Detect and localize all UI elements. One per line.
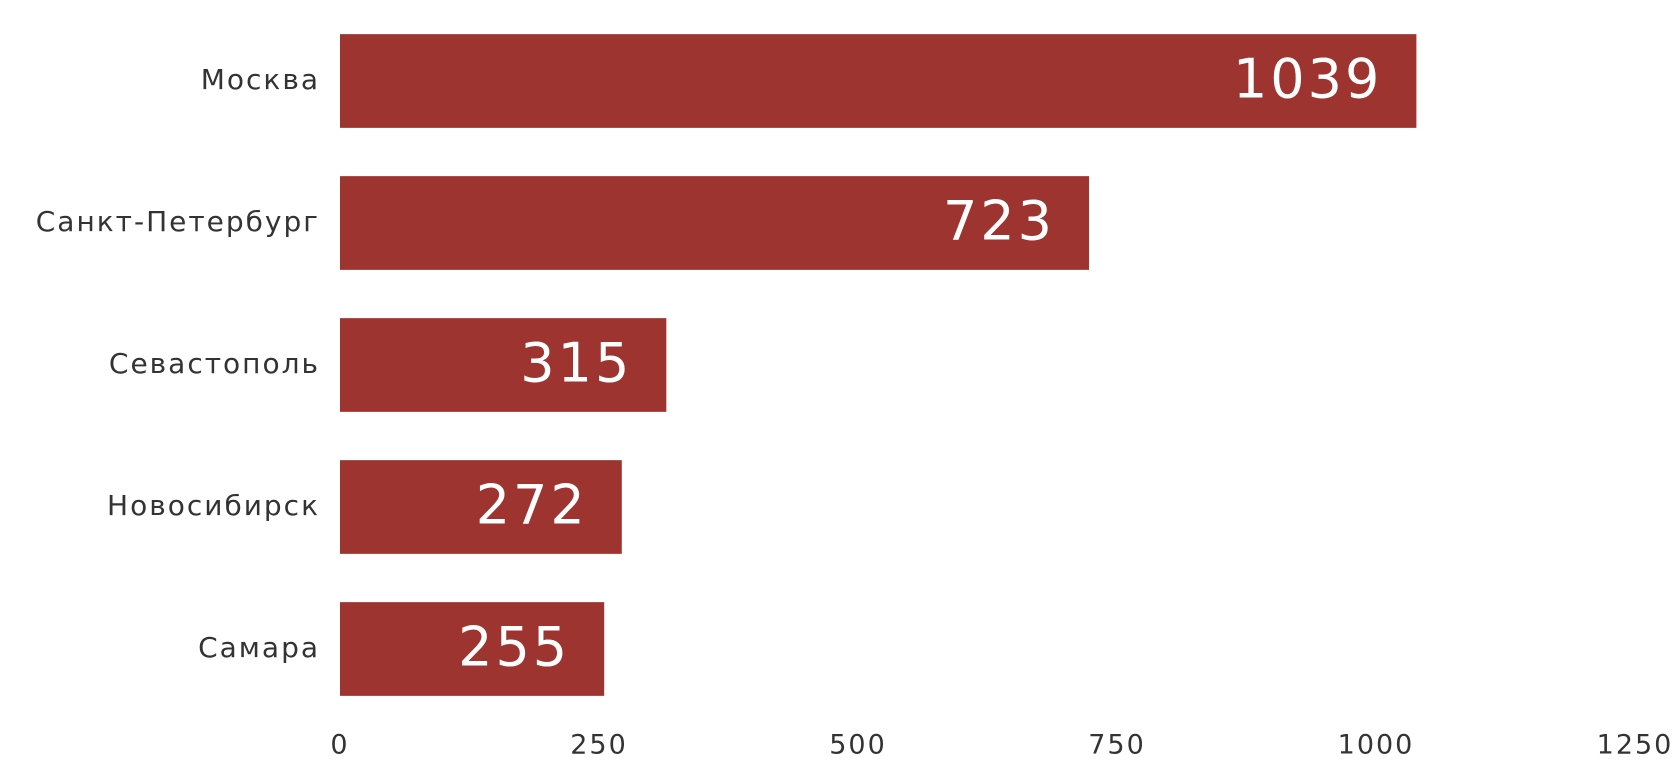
x-tick-label: 1000 xyxy=(1338,730,1415,761)
x-tick-label: 750 xyxy=(1088,730,1146,761)
value-label: 723 xyxy=(943,190,1055,253)
x-tick-label: 500 xyxy=(829,730,887,761)
value-label: 255 xyxy=(458,616,570,679)
bar xyxy=(340,602,605,696)
x-tick-label: 250 xyxy=(570,730,628,761)
value-label: 1039 xyxy=(1233,48,1382,111)
bar xyxy=(340,460,622,554)
y-tick-label: Самара xyxy=(198,631,320,664)
value-label: 315 xyxy=(520,332,632,395)
bar xyxy=(340,34,1417,128)
y-tick-label: Санкт-Петербург xyxy=(36,205,320,238)
y-tick-label: Москва xyxy=(201,63,320,96)
value-label: 272 xyxy=(476,474,588,537)
y-tick-label: Севастополь xyxy=(109,347,320,380)
y-tick-label: Новосибирск xyxy=(107,489,320,522)
bar xyxy=(340,176,1090,270)
x-tick-label: 1250 xyxy=(1597,730,1674,761)
x-tick-label: 0 xyxy=(330,730,349,761)
bar xyxy=(340,318,667,412)
